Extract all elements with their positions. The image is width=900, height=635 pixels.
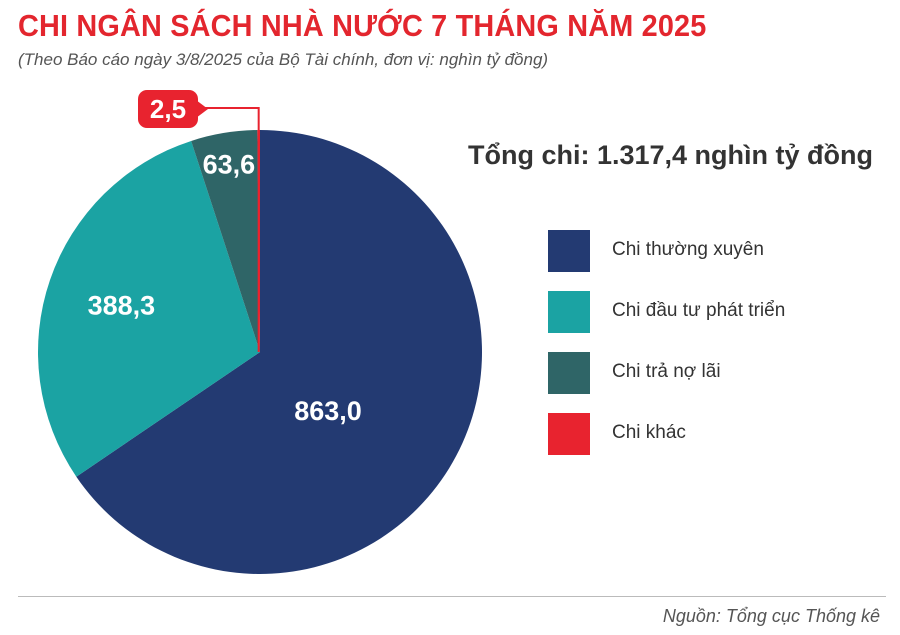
legend-label: Chi khác (612, 422, 686, 443)
pie-slice (191, 130, 260, 352)
legend-item-chi-khac: Chi khác (548, 413, 868, 455)
legend-label: Chi đầu tư phát triển (612, 300, 786, 321)
chart-title: CHI NGÂN SÁCH NHÀ NƯỚC 7 THÁNG NĂM 2025 (18, 8, 707, 43)
slice-value-label: 388,3 (88, 291, 156, 321)
legend-item-chi-dau-tu: Chi đầu tư phát triển (548, 291, 868, 333)
legend-swatch (548, 291, 590, 333)
callout-line (200, 107, 260, 352)
total-spending: Tổng chi: 1.317,4 nghìn tỷ đồng (468, 140, 874, 170)
slice-value-label: 63,6 (203, 150, 256, 180)
source-note: Nguồn: Tổng cục Thống kê (662, 606, 880, 626)
pie-slice (76, 130, 483, 574)
legend-swatch (548, 413, 590, 455)
slice-value-label: 2,5 (150, 94, 186, 124)
legend-label: Chi trả nợ lãi (612, 361, 721, 382)
callout-pointer (196, 100, 208, 118)
legend-item-chi-tra-no-lai: Chi trả nợ lãi (548, 352, 868, 394)
callout-badge (138, 90, 198, 128)
footer-divider (18, 596, 886, 597)
legend-swatch (548, 352, 590, 394)
pie-slice (37, 140, 260, 477)
chart-subtitle: (Theo Báo cáo ngày 3/8/2025 của Bộ Tài c… (18, 50, 549, 69)
legend-label: Chi thường xuyên (612, 239, 764, 260)
legend-item-chi-thuong-xuyen: Chi thường xuyên (548, 230, 868, 272)
legend-swatch (548, 230, 590, 272)
slice-value-label: 863,0 (294, 396, 362, 426)
